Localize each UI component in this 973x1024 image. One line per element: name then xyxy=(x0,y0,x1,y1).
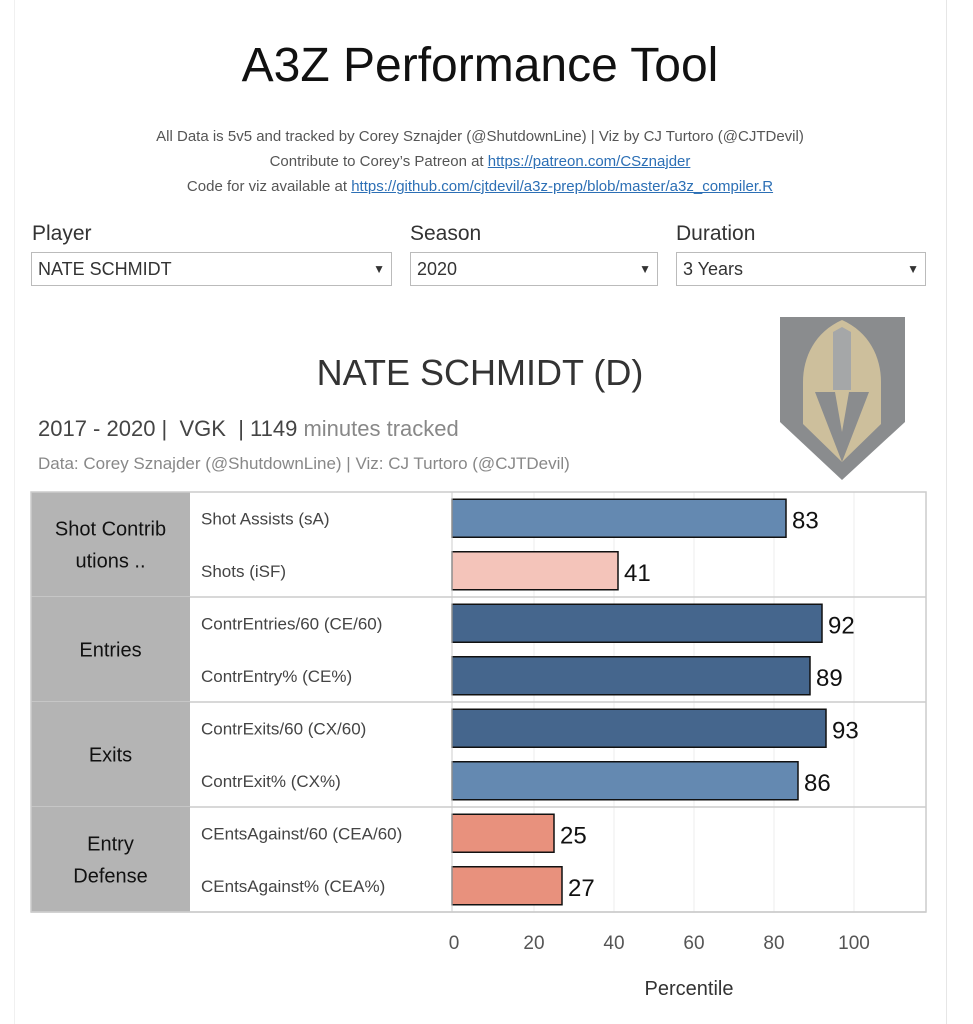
player-select[interactable]: NATE SCHMIDT ▼ xyxy=(31,252,392,286)
x-tick-label: 80 xyxy=(763,933,784,954)
metric-label: Shots (iSF) xyxy=(201,562,286,581)
x-tick-label: 20 xyxy=(523,933,544,954)
season-value: 2020 xyxy=(417,258,458,279)
x-tick-label: 60 xyxy=(683,933,704,954)
subtitle-text: Contribute to Corey’s Patreon at xyxy=(269,153,488,170)
bar xyxy=(451,498,787,538)
data-label: 86 xyxy=(804,770,831,797)
x-tick-label: 100 xyxy=(838,933,870,954)
bar xyxy=(451,761,799,801)
minutes: 1149 xyxy=(250,416,298,441)
divider xyxy=(946,0,947,1024)
team-logo-icon xyxy=(780,317,905,480)
data-label: 92 xyxy=(828,612,855,639)
dropdown-arrow-icon: ▼ xyxy=(639,262,651,276)
group-header-cell xyxy=(31,492,190,597)
metric-label: CEntsAgainst/60 (CEA/60) xyxy=(201,824,402,843)
bar xyxy=(451,551,619,591)
group-header-cell xyxy=(31,597,190,702)
bar xyxy=(451,866,563,906)
metric-label: ContrExit% (CX%) xyxy=(201,772,341,791)
x-tick-label: 0 xyxy=(449,933,460,954)
player-title: NATE SCHMIDT (D) xyxy=(316,352,644,393)
group-label: Entries xyxy=(79,640,141,662)
player-label: Player xyxy=(32,222,92,245)
duration-select[interactable]: 3 Years ▼ xyxy=(676,252,926,286)
minutes-label: minutes tracked xyxy=(303,416,459,441)
metric-label: ContrExits/60 (CX/60) xyxy=(201,719,366,738)
group-label: Shot Contrib xyxy=(55,519,166,541)
page-title: A3Z Performance Tool xyxy=(241,39,719,92)
chart-border xyxy=(30,491,927,913)
bar xyxy=(451,656,811,696)
x-tick-label: 40 xyxy=(603,933,624,954)
data-label: 89 xyxy=(816,665,843,692)
dropdown-arrow-icon: ▼ xyxy=(907,262,919,276)
data-label: 27 xyxy=(568,875,595,902)
season-select[interactable]: 2020 ▼ xyxy=(410,252,658,286)
group-header-cell xyxy=(31,702,190,807)
subtitle-text: Code for viz available at xyxy=(186,178,352,195)
season-label: Season xyxy=(410,222,482,245)
subtitle-line: All Data is 5v5 and tracked by Corey Szn… xyxy=(156,128,804,145)
data-label: 83 xyxy=(792,507,819,534)
group-label: Defense xyxy=(73,866,148,888)
bar xyxy=(451,813,555,853)
metric-label: ContrEntry% (CE%) xyxy=(201,667,352,686)
years: 2017 - 2020 xyxy=(38,416,156,441)
duration-value: 3 Years xyxy=(683,258,744,279)
duration-label: Duration xyxy=(676,222,756,245)
subtitle-line: Code for viz available at https://github… xyxy=(0,178,960,195)
metric-label: CEntsAgainst% (CEA%) xyxy=(201,877,385,896)
group-label: Entry xyxy=(87,834,134,856)
data-label: 25 xyxy=(560,822,587,849)
metric-label: Shot Assists (sA) xyxy=(201,509,329,528)
group-label: Exits xyxy=(89,745,132,767)
x-axis-label: Percentile xyxy=(645,978,734,1000)
team: VGK xyxy=(179,416,226,441)
data-label: 41 xyxy=(624,560,651,587)
bar xyxy=(451,708,827,748)
group-label: utions .. xyxy=(75,551,145,573)
patreon-link[interactable]: https://patreon.com/CSznajder xyxy=(487,153,691,170)
data-label: 93 xyxy=(832,717,859,744)
player-value: NATE SCHMIDT xyxy=(38,258,172,279)
credit: Data: Corey Sznajder (@ShutdownLine) | V… xyxy=(38,454,570,473)
metric-label: ContrEntries/60 (CE/60) xyxy=(201,614,382,633)
subtitle-line: Contribute to Corey’s Patreon at https:/… xyxy=(0,153,960,170)
bar xyxy=(451,603,823,643)
dropdown-arrow-icon: ▼ xyxy=(373,262,385,276)
github-link[interactable]: https://github.com/cjtdevil/a3z-prep/blo… xyxy=(351,178,774,195)
player-meta: 2017 - 2020 | VGK | 1149 minutes tracked xyxy=(38,416,459,441)
group-header-cell xyxy=(31,807,190,912)
divider xyxy=(14,0,15,1024)
